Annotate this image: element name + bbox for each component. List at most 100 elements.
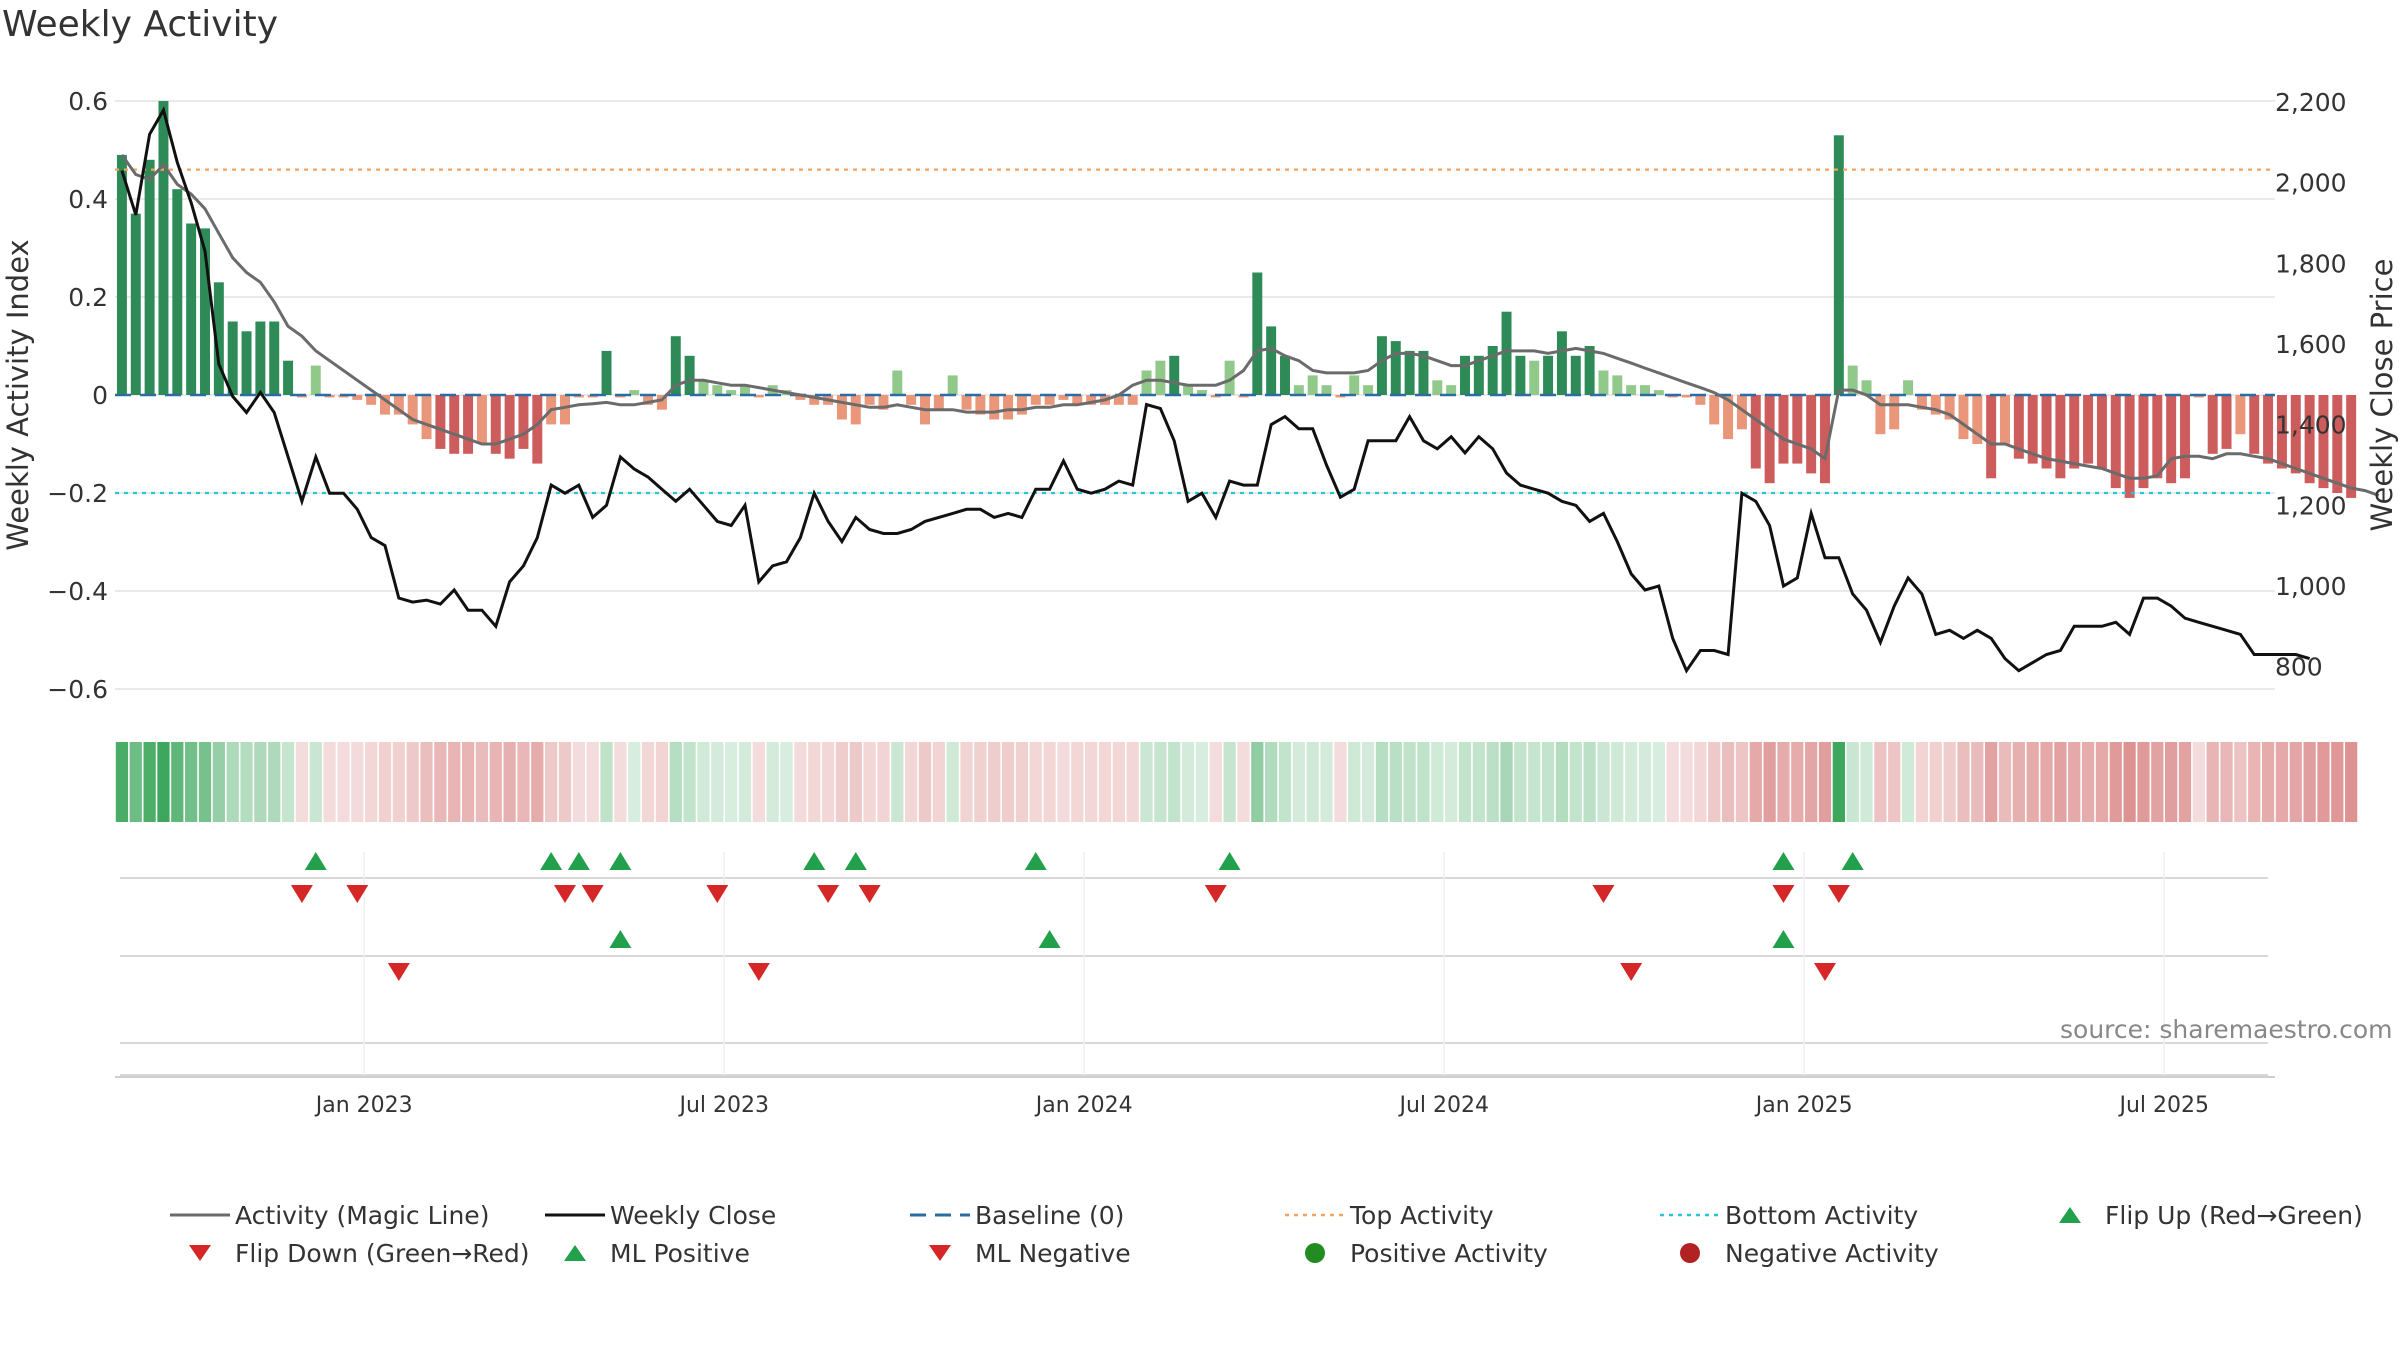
- heat-cell: [378, 742, 392, 822]
- activity-bar: [1196, 390, 1207, 395]
- activity-bar: [2027, 395, 2038, 464]
- activity-bar: [1889, 395, 1900, 430]
- activity-bar: [1487, 346, 1498, 395]
- activity-bar: [1293, 385, 1304, 395]
- heat-cell: [614, 742, 627, 822]
- activity-bar: [2276, 395, 2287, 469]
- ml-positive-marker: [609, 930, 632, 948]
- activity-bar: [2013, 395, 2024, 459]
- activity-bar: [670, 336, 681, 395]
- heat-cell: [1735, 742, 1749, 822]
- activity-bar: [2332, 395, 2343, 493]
- heat-cell: [475, 742, 489, 822]
- activity-bar: [712, 385, 723, 395]
- heat-cell: [697, 742, 710, 822]
- heat-cell: [1278, 742, 1292, 822]
- heat-cell: [1098, 742, 1112, 822]
- activity-bar: [1626, 385, 1637, 395]
- flip-down-marker: [290, 885, 313, 903]
- weekly-close-line: [120, 106, 2311, 674]
- activity-bar: [1016, 395, 1027, 415]
- activity-bar: [1958, 395, 1969, 440]
- heat-cell: [572, 742, 585, 822]
- activity-bar: [186, 223, 197, 395]
- heat-cell: [1805, 742, 1818, 822]
- y-left-tick-label: 0.2: [68, 283, 108, 312]
- activity-bar: [1598, 370, 1609, 395]
- activity-bar: [366, 395, 377, 405]
- heat-cell: [2331, 742, 2344, 822]
- heat-cell: [1708, 742, 1721, 822]
- heat-cell: [2068, 742, 2081, 822]
- heat-cell: [1666, 742, 1679, 822]
- activity-bar: [2207, 395, 2218, 454]
- heat-cell: [932, 742, 945, 822]
- heat-cell: [1985, 742, 1998, 822]
- activity-bar: [172, 189, 183, 395]
- heat-cell: [448, 742, 461, 822]
- activity-bar: [2041, 395, 2052, 469]
- heat-cell: [586, 742, 599, 822]
- activity-bar: [1224, 360, 1235, 395]
- activity-bar: [1944, 395, 1955, 420]
- activity-bar: [144, 159, 155, 395]
- activity-bar: [1875, 395, 1886, 435]
- activity-bars: [116, 101, 2357, 498]
- heat-cell: [2261, 742, 2275, 822]
- legend-item-top: Top Activity: [1280, 1200, 1494, 1230]
- activity-bar: [2055, 395, 2066, 479]
- flip-down-marker: [1772, 885, 1795, 903]
- y-left-tick-label: 0.6: [68, 87, 108, 116]
- activity-bar: [1072, 395, 1083, 405]
- heat-cell: [558, 742, 572, 822]
- activity-bar: [740, 385, 750, 395]
- heat-cell: [1071, 742, 1084, 822]
- activity-bar: [1861, 380, 1872, 395]
- activity-bar: [961, 395, 972, 410]
- heat-cell: [849, 742, 862, 822]
- heat-cell: [1043, 742, 1056, 822]
- heat-cell: [171, 742, 184, 822]
- activity-bar: [2180, 395, 2190, 479]
- flip-down-marker: [1204, 885, 1227, 903]
- y-right-axis-title: Weekly Close Price: [2365, 259, 2399, 532]
- heat-cell: [960, 742, 973, 822]
- legend-item-flipdown: Flip Down (Green→Red): [165, 1238, 530, 1268]
- legend-symbol-flipdown: [165, 1238, 235, 1268]
- heat-cell: [1957, 742, 1970, 822]
- activity-bar: [1709, 395, 1720, 425]
- legend-symbol-flipup: [2035, 1200, 2105, 1230]
- heat-cell: [2109, 742, 2122, 822]
- heat-cell: [2275, 742, 2289, 822]
- activity-bar: [2083, 395, 2094, 464]
- legend-symbol-top: [1280, 1200, 1350, 1230]
- heat-cell: [780, 742, 793, 822]
- heat-cell: [2123, 742, 2136, 822]
- x-tick-label: Jan 2023: [314, 1093, 413, 1118]
- activity-bar: [1155, 360, 1166, 395]
- activity-bar: [1529, 360, 1540, 395]
- heat-cell: [1860, 742, 1873, 822]
- heat-cell: [766, 742, 779, 822]
- y-left-tick-label: 0: [92, 381, 108, 410]
- legend-symbol-baseline: [905, 1200, 975, 1230]
- activity-bar: [864, 395, 875, 405]
- heat-cell: [517, 742, 530, 822]
- heat-cell: [2137, 742, 2150, 822]
- heat-cell: [1458, 742, 1472, 822]
- legend-item-flipup: Flip Up (Red→Green): [2035, 1200, 2363, 1230]
- heat-cell: [1417, 742, 1430, 822]
- activity-bar: [1556, 331, 1567, 395]
- heat-cell: [877, 742, 890, 822]
- y-left-tick-label: 0.4: [68, 185, 108, 214]
- heat-cell: [988, 742, 1001, 822]
- heat-cell: [1583, 742, 1596, 822]
- legend-label: ML Positive: [610, 1238, 750, 1268]
- heat-cell: [2026, 742, 2039, 822]
- activity-bar: [2138, 395, 2149, 489]
- activity-bar: [1446, 385, 1457, 395]
- heat-cell: [1348, 742, 1361, 822]
- legend-symbol-pos: [1280, 1238, 1350, 1268]
- heat-cell: [1334, 742, 1347, 822]
- heat-cell: [1943, 742, 1956, 822]
